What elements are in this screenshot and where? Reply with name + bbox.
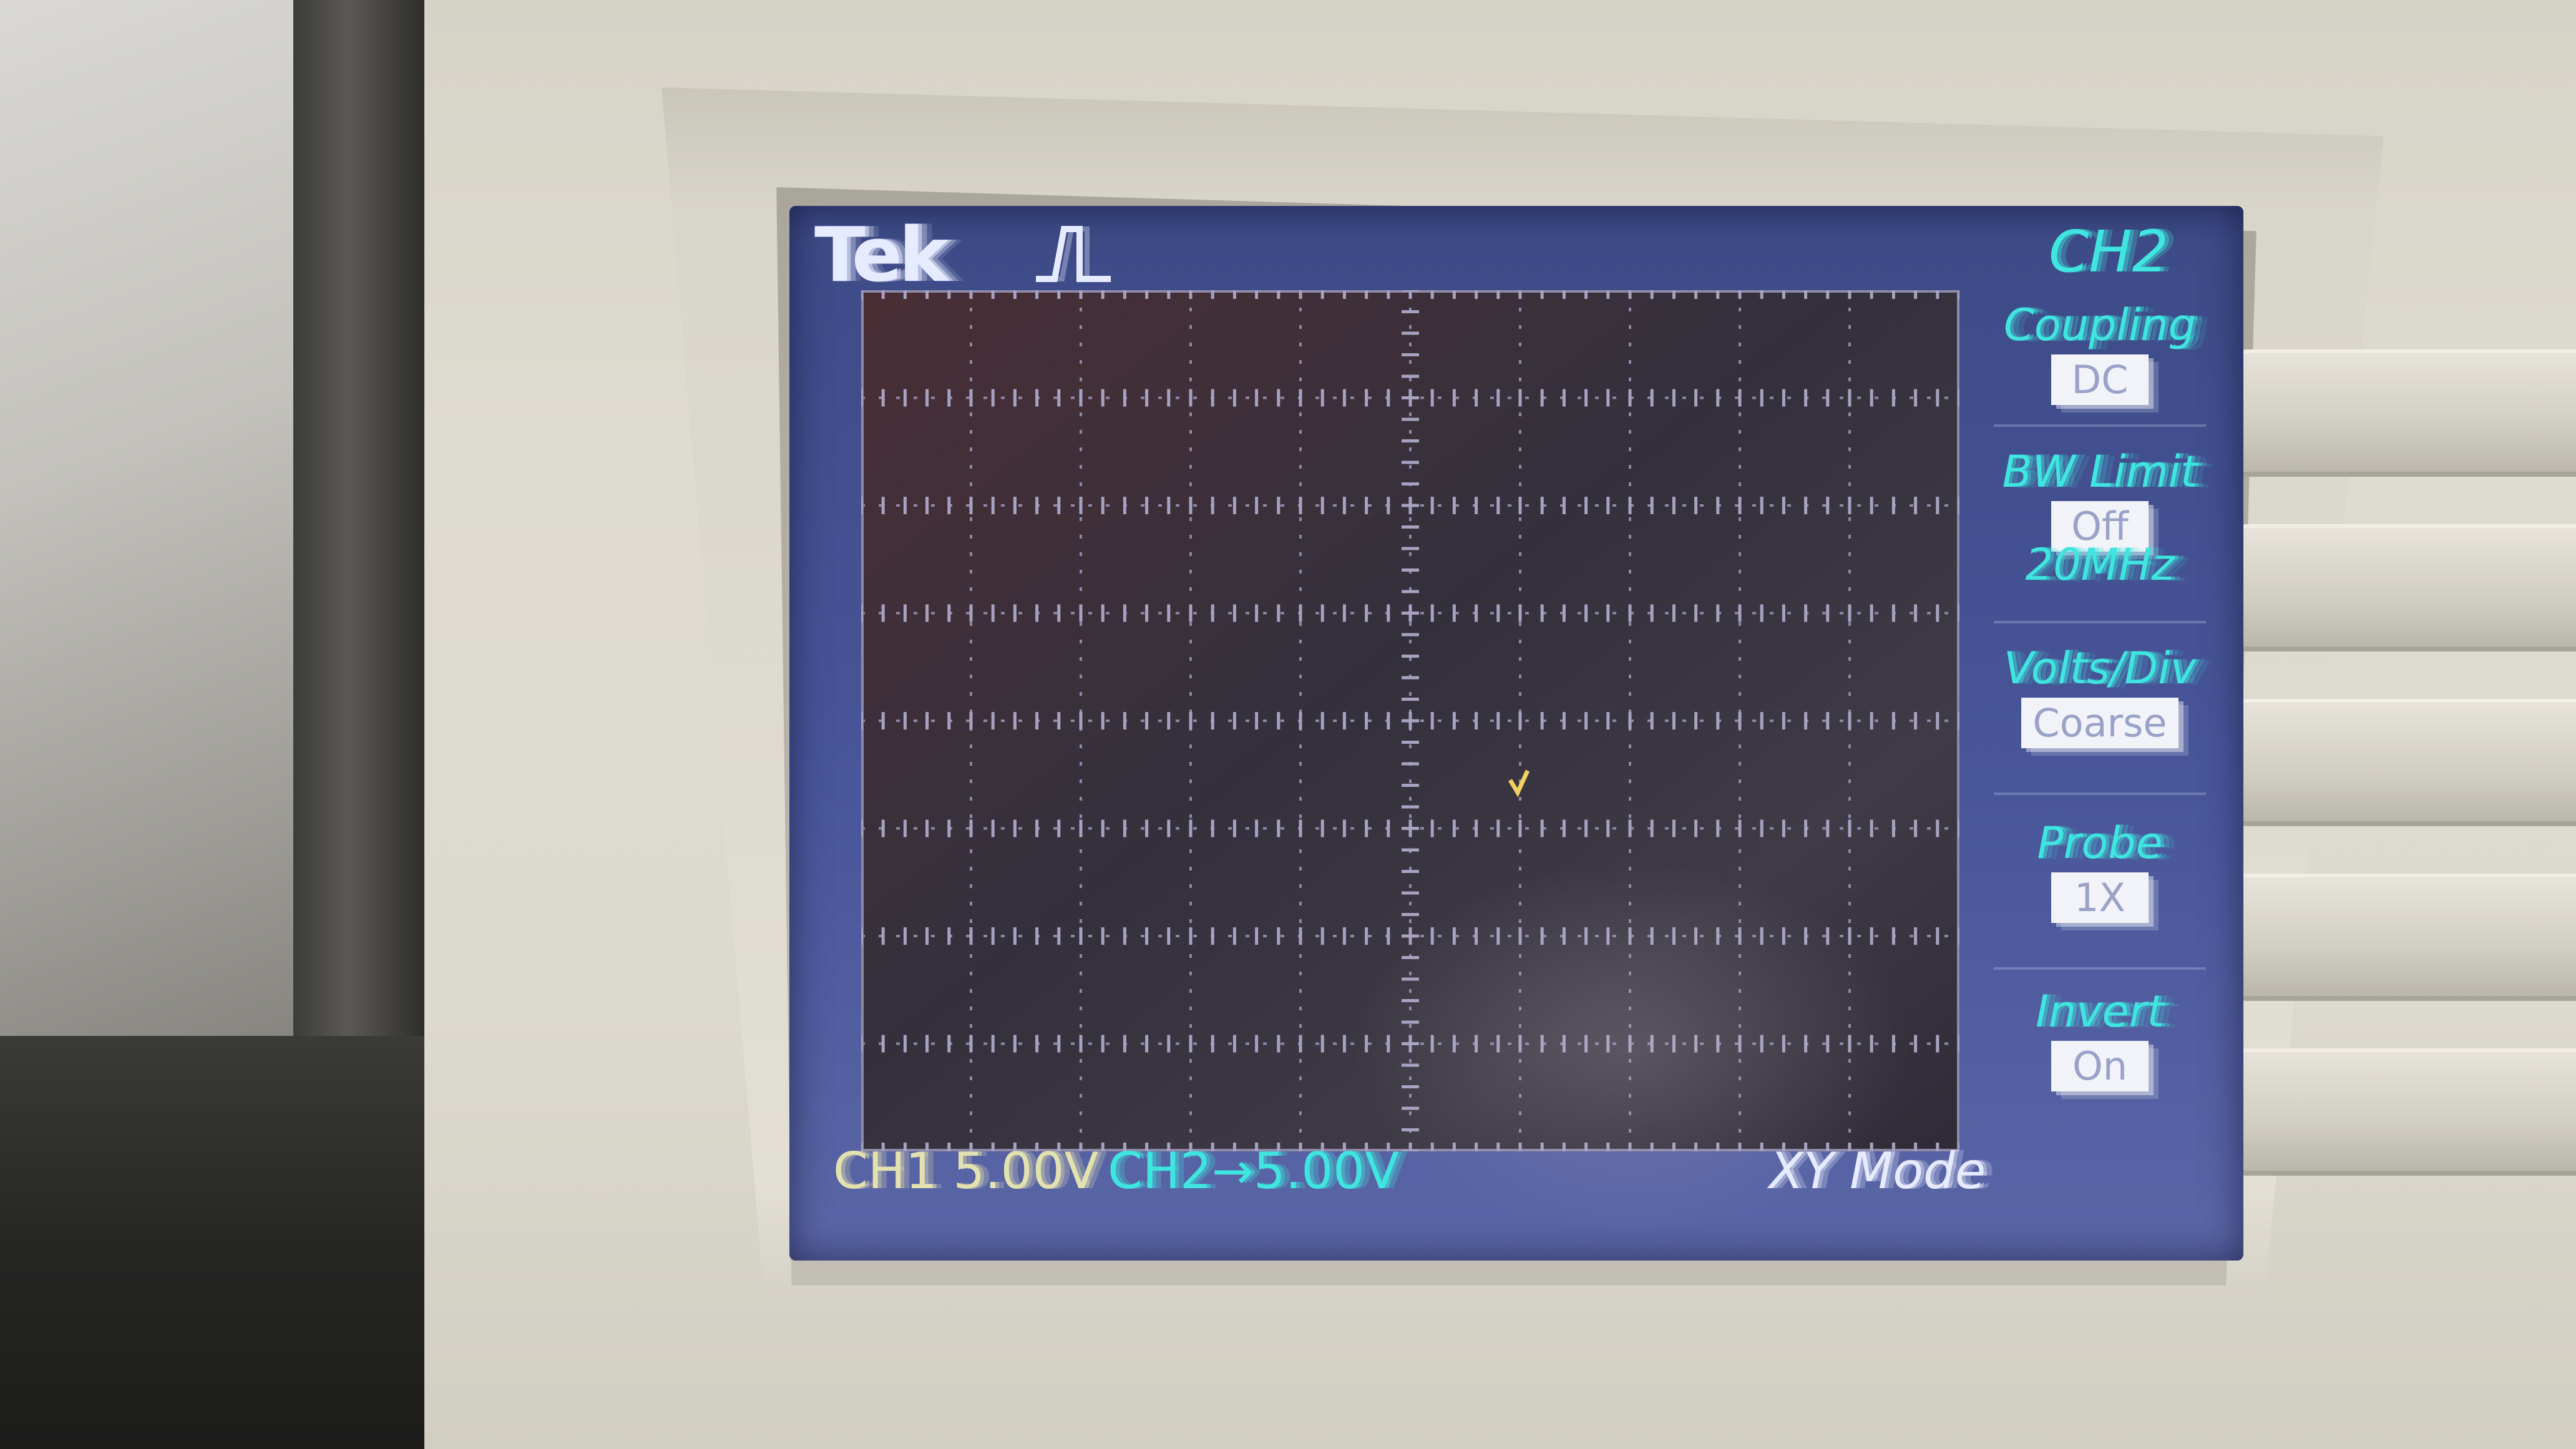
menu-bw-limit[interactable]: BW Limit Off 20MHz	[1969, 446, 2231, 590]
ch1-scale-readout: CH1 5.00V	[833, 1142, 1099, 1200]
menu-label: BW Limit	[2002, 446, 2198, 497]
menu-title: CH2	[2049, 218, 2169, 285]
graticule	[861, 290, 1959, 1151]
menu-label: Probe	[2037, 817, 2163, 869]
menu-volts-div[interactable]: Volts/Div Coarse	[1969, 643, 2231, 748]
soft-key-4[interactable]	[2234, 874, 2576, 1001]
background-edge	[293, 0, 431, 1173]
ch2-scale-readout: CH2→5.00V	[1108, 1142, 1399, 1200]
menu-label: Volts/Div	[2003, 643, 2197, 694]
display-mode-readout: XY Mode	[1769, 1142, 1986, 1200]
menu-label: Invert	[2036, 986, 2164, 1037]
soft-key-1[interactable]	[2234, 349, 2576, 477]
menu-coupling[interactable]: Coupling DC	[1969, 300, 2231, 405]
rising-edge-trigger-icon	[1036, 226, 1111, 282]
trace-dot	[1508, 769, 1530, 798]
menu-value: On	[2051, 1041, 2149, 1091]
menu-sublabel: 20MHz	[2025, 539, 2175, 590]
tek-logo: Tek	[814, 212, 949, 299]
soft-key-2[interactable]	[2234, 524, 2576, 651]
menu-separator	[1994, 424, 2206, 427]
soft-key-5[interactable]	[2234, 1048, 2576, 1176]
menu-separator	[1994, 967, 2206, 970]
menu-separator	[1994, 621, 2206, 623]
background-table	[0, 1036, 462, 1449]
menu-probe[interactable]: Probe 1X	[1969, 817, 2231, 923]
lcd-screen: Tek CH2 Coupling DC BW Limit Off	[789, 206, 2243, 1261]
menu-value: 1X	[2051, 872, 2149, 923]
menu-separator	[1994, 793, 2206, 795]
soft-key-3[interactable]	[2234, 699, 2576, 826]
menu-value: Off	[2051, 501, 2149, 552]
menu-value: DC	[2051, 354, 2149, 405]
menu-label: Coupling	[2003, 300, 2197, 351]
menu-invert[interactable]: Invert On	[1969, 986, 2231, 1091]
menu-value: Coarse	[2021, 698, 2178, 748]
